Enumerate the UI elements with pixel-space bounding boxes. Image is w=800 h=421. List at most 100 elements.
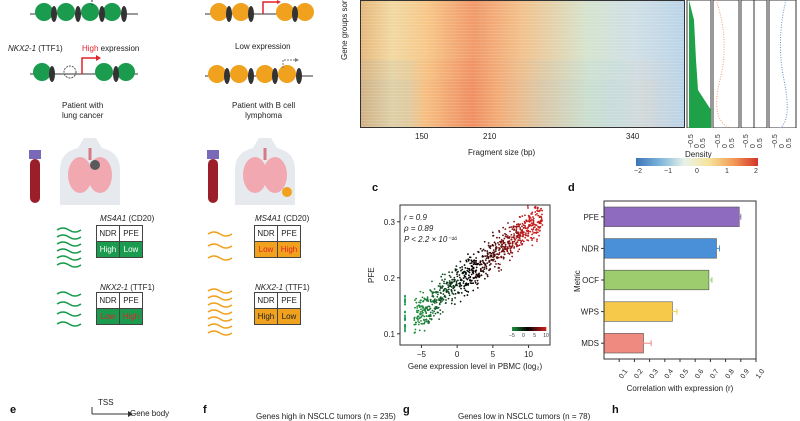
heatmap-side-profiles (686, 0, 797, 128)
scatter-point (416, 311, 419, 314)
scatter-point (435, 290, 438, 293)
scatter-point (532, 226, 535, 229)
scatter-point (451, 299, 453, 302)
scatter-point (513, 234, 516, 237)
scatter-point (468, 269, 471, 272)
panel-letter-d: d (568, 182, 575, 194)
scatter-point (437, 293, 439, 296)
scatter-point (441, 297, 444, 300)
gene-name: NKX2-1 (100, 283, 129, 292)
legend-swatch (544, 327, 547, 331)
scatter-point (449, 276, 452, 279)
scatter-point (417, 320, 419, 322)
scatter-point (449, 285, 452, 288)
scatter-point (504, 228, 507, 231)
table-lung-nkx: NDR PFE Low High (96, 292, 143, 325)
scatter-point (451, 271, 454, 274)
header-ndr: NDR (96, 292, 120, 309)
scatter-point (505, 233, 508, 236)
scatter-point (434, 312, 437, 315)
scatter-point (442, 298, 445, 301)
scatter-point (524, 214, 526, 217)
heatmap-tick: 340 (626, 132, 640, 141)
scatter-point (520, 240, 523, 243)
scatter-point (456, 273, 458, 276)
scatter-point (472, 269, 474, 272)
scatter-point (478, 263, 481, 266)
scatter-point (477, 274, 479, 277)
scatter-point (474, 281, 477, 284)
scatter-point (522, 226, 525, 229)
scatter-point (537, 225, 540, 228)
scatter-point (467, 258, 470, 261)
scatter-point (518, 237, 521, 240)
scatter-point (498, 247, 501, 250)
scatter-point (463, 270, 466, 273)
scatter-point (483, 277, 486, 280)
scatter-point (516, 232, 518, 235)
scatter-point (426, 299, 429, 301)
side-profile-ticks: −0.5 0 0.5 −0.5 0 0.5 −0.5 0 0.5 −0.5 0 … (686, 130, 798, 150)
scatter-point (435, 301, 438, 304)
legend-swatch (542, 327, 545, 331)
x-tick-label: 1.0 (755, 368, 766, 380)
header-pfe: PFE (277, 292, 301, 309)
legend-swatch (525, 327, 528, 331)
scatter-point (415, 297, 418, 300)
gene-alias: (TTF1) (36, 44, 63, 53)
patient-torso-lung-icon (60, 138, 120, 205)
scatter-point (455, 268, 458, 271)
x-tick-label: 0.6 (694, 368, 705, 380)
scatter-point (450, 290, 453, 293)
scatter-point (538, 210, 541, 213)
scatter-point (508, 259, 511, 262)
stat-p: P < 2.2 × 10⁻¹⁶ (404, 235, 458, 244)
scatter-point (420, 319, 422, 322)
scatter-point (423, 322, 426, 325)
gene-alias: (TTF1) (128, 283, 155, 292)
scatter-point (433, 310, 436, 313)
scatter-point (472, 272, 475, 275)
x-tick-label: 0.8 (725, 368, 736, 380)
scatter-point (517, 250, 519, 253)
scatter-point (532, 219, 534, 221)
scatter-point (457, 270, 459, 273)
scatter-axes: −5 0 5 10 0.1 0.2 0.3 (384, 204, 551, 359)
scatter-point (423, 315, 426, 318)
scatter-point (414, 328, 417, 331)
legend-swatch (512, 327, 514, 331)
y-tick-label: 0.2 (384, 274, 396, 283)
scatter-point (538, 229, 541, 232)
scatter-point (450, 288, 453, 291)
colorbar-tick: −2 (634, 168, 642, 175)
header-pfe: PFE (277, 225, 301, 242)
scatter-point (435, 305, 438, 308)
scatter-point (458, 285, 461, 287)
scatter-point (526, 205, 529, 207)
scatter-point (533, 237, 535, 239)
scatter-point (441, 273, 444, 276)
scatter-point (527, 232, 530, 235)
scatter-point (497, 253, 500, 256)
scatter-point (519, 231, 522, 234)
scatter-point (459, 300, 462, 303)
scatter-point (541, 213, 543, 216)
legend-swatch (515, 327, 518, 331)
scatter-point (487, 244, 490, 247)
scatter-point (513, 236, 515, 239)
scatter-point (427, 321, 430, 324)
scatter-point (470, 262, 473, 264)
scatter-point (477, 262, 480, 265)
scatter-point (463, 274, 466, 277)
scatter-point (448, 280, 451, 282)
scatter-point (416, 305, 419, 308)
scatter-point (512, 226, 515, 229)
scatter-point (465, 260, 468, 263)
scatter-point (455, 282, 458, 284)
scatter-point (404, 329, 406, 332)
scatter-point (529, 230, 532, 233)
scatter-point (447, 284, 449, 286)
scatter-point (435, 299, 438, 301)
scatter-point (416, 315, 419, 318)
category-label: WPS (581, 308, 599, 317)
